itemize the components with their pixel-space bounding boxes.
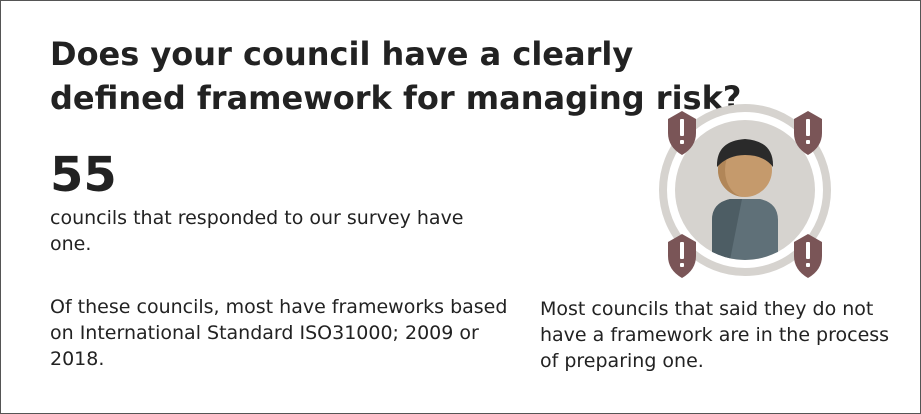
shield-bottom-right-icon xyxy=(794,234,822,278)
stat-caption: councils that responded to our survey ha… xyxy=(50,207,464,255)
ring-outer xyxy=(659,104,831,276)
risk-illustration-icon xyxy=(659,104,831,278)
headline: Does your council have a clearly defined… xyxy=(50,35,742,117)
shield-top-right-icon xyxy=(794,111,822,155)
stat-value: 55 xyxy=(50,147,117,203)
shield-bottom-left-icon xyxy=(668,234,696,278)
side-note: Most councils that said they do not have… xyxy=(540,298,890,372)
person-icon xyxy=(712,139,778,260)
shield-top-left-icon xyxy=(668,111,696,155)
detail-text: Of these councils, most have frameworks … xyxy=(50,296,508,370)
